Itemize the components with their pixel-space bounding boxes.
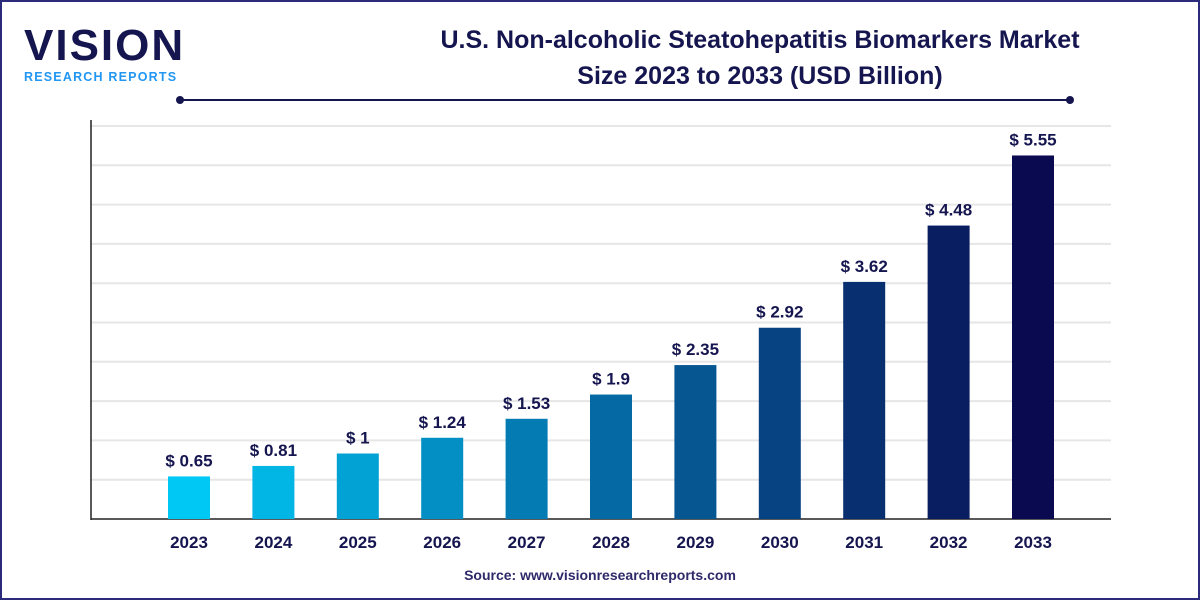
x-tick-label: 2028	[592, 533, 630, 552]
source-text: Source: www.visionresearchreports.com	[464, 567, 736, 583]
x-tick-label: 2030	[761, 533, 799, 552]
x-tick-label: 2024	[254, 533, 292, 552]
title-line-2: Size 2023 to 2033 (USD Billion)	[577, 62, 943, 90]
data-label: $ 1.53	[503, 394, 550, 413]
bar-2027	[505, 418, 548, 519]
data-label: $ 2.92	[756, 303, 803, 322]
bar-2031	[843, 281, 886, 519]
bar-2033	[1012, 155, 1054, 519]
title-line-1: U.S. Non-alcoholic Steatohepatitis Bioma…	[440, 26, 1080, 54]
x-tick-label: 2027	[508, 533, 546, 552]
data-label: $ 0.65	[165, 451, 212, 470]
data-label: $ 1.24	[419, 413, 467, 432]
chart-title: U.S. Non-alcoholic Steatohepatitis Bioma…	[380, 22, 1140, 94]
logo-sub: RESEARCH REPORTS	[24, 70, 178, 84]
x-tick-label: 2023	[170, 533, 208, 552]
x-tick-label: 2032	[930, 533, 968, 552]
x-tick-label: 2026	[423, 533, 461, 552]
divider-dot-left	[176, 96, 184, 104]
x-tick-label: 2031	[845, 533, 883, 552]
data-label: $ 1.9	[592, 370, 630, 389]
x-tick-label: 2025	[339, 533, 377, 552]
logo: VISION RESEARCH REPORTS	[24, 21, 186, 85]
data-label: $ 5.55	[1009, 130, 1056, 149]
logo-main: VISION	[24, 21, 186, 70]
bar-2023	[168, 476, 210, 519]
data-label: $ 4.48	[925, 201, 972, 220]
bar-2028	[590, 394, 632, 519]
bar-2030	[758, 327, 801, 519]
x-tick-label: 2033	[1014, 533, 1052, 552]
data-label: $ 1	[346, 429, 370, 448]
data-label: $ 0.81	[250, 441, 297, 460]
bar-2024	[252, 465, 295, 519]
divider-dot-right	[1066, 96, 1074, 104]
bar-2029	[674, 365, 717, 519]
x-tick-label: 2029	[676, 533, 714, 552]
data-label: $ 3.62	[841, 257, 888, 276]
bar-2032	[927, 225, 970, 519]
bar-2026	[421, 437, 464, 519]
data-label: $ 2.35	[672, 340, 719, 359]
bar-2025	[336, 453, 379, 519]
title-divider	[180, 99, 1070, 101]
